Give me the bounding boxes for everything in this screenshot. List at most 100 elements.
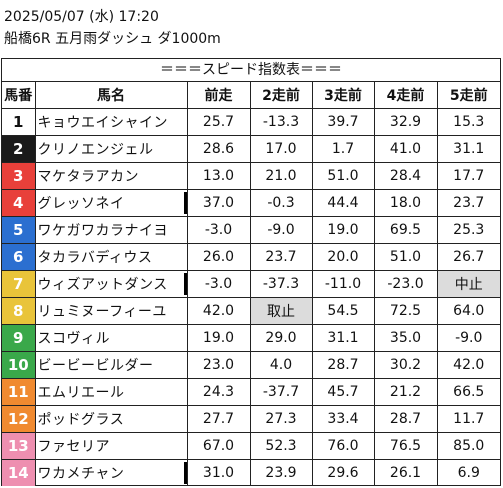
speed-index-cell: 19.0	[311, 215, 375, 244]
horse-name-cell: スコヴィル	[34, 323, 188, 352]
speed-index-cell: 6.9	[436, 458, 500, 486]
speed-index-cell: 29.0	[249, 323, 313, 352]
horse-name-cell: ワケガワカラナイヨ	[34, 215, 188, 244]
speed-index-cell: 69.5	[373, 215, 438, 244]
speed-index-cell: 23.7	[249, 242, 313, 271]
col-header-5-races-ago: 5走前	[436, 82, 500, 109]
speed-index-cell: 取止	[249, 296, 313, 325]
col-header-last-race: 前走	[186, 82, 251, 109]
speed-index-cell: 35.0	[373, 323, 438, 352]
table-row: 9 スコヴィル 19.0 29.0 31.1 35.0 -9.0	[2, 323, 500, 352]
speed-index-cell: 54.5	[311, 296, 375, 325]
speed-index-cell: 19.0	[186, 323, 251, 352]
horse-number-cell: 6	[2, 242, 36, 271]
speed-index-cell: 39.7	[311, 107, 375, 136]
speed-index-cell: 27.7	[186, 404, 251, 433]
table-row: 14 ワカメチャン 31.0 23.9 29.6 26.1 6.9	[2, 458, 500, 486]
speed-index-cell: -37.3	[249, 269, 313, 298]
speed-index-cell: -9.0	[249, 215, 313, 244]
col-header-horse-name: 馬名	[34, 82, 188, 109]
speed-index-cell: 85.0	[436, 431, 500, 460]
speed-index-cell: 33.4	[311, 404, 375, 433]
speed-index-cell: 15.3	[436, 107, 500, 136]
col-header-2-races-ago: 2走前	[249, 82, 313, 109]
section-title: ＝＝＝スピード指数表＝＝＝	[2, 59, 500, 82]
speed-index-cell: 26.1	[373, 458, 438, 486]
speed-index-cell: 51.0	[373, 242, 438, 271]
horse-number-cell: 11	[2, 377, 36, 406]
speed-index-cell: -11.0	[311, 269, 375, 298]
table-row: 13 ファセリア 67.0 52.3 76.0 76.5 85.0	[2, 431, 500, 460]
speed-index-cell: 51.0	[311, 161, 375, 190]
speed-index-cell: 21.2	[373, 377, 438, 406]
speed-index-cell: 42.0	[186, 296, 251, 325]
horse-number-cell: 9	[2, 323, 36, 352]
horse-name-cell: タカラバディウス	[34, 242, 188, 271]
col-header-4-races-ago: 4走前	[373, 82, 438, 109]
speed-index-cell: 25.7	[186, 107, 251, 136]
speed-index-cell: 23.9	[249, 458, 313, 486]
speed-index-cell: 24.3	[186, 377, 251, 406]
speed-index-cell: 4.0	[249, 350, 313, 379]
table-row: 6 タカラバディウス 26.0 23.7 20.0 51.0 26.7	[2, 242, 500, 271]
horse-number-cell: 8	[2, 296, 36, 325]
speed-index-cell: 28.6	[186, 134, 251, 163]
table-row: 10 ビービービルダー 23.0 4.0 28.7 30.2 42.0	[2, 350, 500, 379]
speed-index-cell: 20.0	[311, 242, 375, 271]
horse-name-cell: キョウエイシャイン	[34, 107, 188, 136]
horse-number-cell: 3	[2, 161, 36, 190]
table-header-row: 馬番 馬名 前走 2走前 3走前 4走前 5走前	[2, 82, 500, 109]
speed-index-cell: 66.5	[436, 377, 500, 406]
table-row: 11 エムリエール 24.3 -37.7 45.7 21.2 66.5	[2, 377, 500, 406]
col-header-number: 馬番	[2, 82, 36, 109]
horse-name-cell: マケタラアカン	[34, 161, 188, 190]
speed-index-cell: 1.7	[311, 134, 375, 163]
table-row: 12 ポッドグラス 27.7 27.3 33.4 28.7 11.7	[2, 404, 500, 433]
horse-number-cell: 1	[2, 107, 36, 136]
speed-index-cell: 11.7	[436, 404, 500, 433]
col-header-3-races-ago: 3走前	[311, 82, 375, 109]
speed-index-cell: 17.7	[436, 161, 500, 190]
speed-index-cell: 29.6	[311, 458, 375, 486]
speed-index-cell: 28.7	[373, 404, 438, 433]
speed-index-cell: 42.0	[436, 350, 500, 379]
speed-index-cell: 52.3	[249, 431, 313, 460]
speed-index-cell: 13.0	[186, 161, 251, 190]
horse-number-cell: 13	[2, 431, 36, 460]
speed-index-cell: 32.9	[373, 107, 438, 136]
table-row: 3 マケタラアカン 13.0 21.0 51.0 28.4 17.7	[2, 161, 500, 190]
horse-number-cell: 4	[2, 188, 36, 217]
speed-index-cell: -13.3	[249, 107, 313, 136]
speed-index-cell: 41.0	[373, 134, 438, 163]
race-header: 2025/05/07 (水) 17:20 船橋6R 五月雨ダッシュ ダ1000m	[4, 6, 221, 50]
speed-index-cell: 30.2	[373, 350, 438, 379]
speed-index-cell: -0.3	[249, 188, 313, 217]
speed-index-cell: 64.0	[436, 296, 500, 325]
horse-number-cell: 14	[2, 458, 36, 486]
speed-index-cell: -3.0	[186, 269, 251, 298]
table-row: 2 クリノエンジェル 28.6 17.0 1.7 41.0 31.1	[2, 134, 500, 163]
speed-index-cell: -3.0	[186, 215, 251, 244]
race-title: 船橋6R 五月雨ダッシュ ダ1000m	[4, 31, 221, 47]
speed-index-cell: 17.0	[249, 134, 313, 163]
table-row: 7 ウィズアットダンス -3.0 -37.3 -11.0 -23.0 中止	[2, 269, 500, 298]
horse-name-cell: エムリエール	[34, 377, 188, 406]
speed-index-cell: 26.7	[436, 242, 500, 271]
date-time-label: 2025/05/07 (水) 17:20	[4, 9, 159, 25]
speed-index-cell: 中止	[436, 269, 500, 298]
speed-index-cell: 18.0	[373, 188, 438, 217]
speed-index-cell: 72.5	[373, 296, 438, 325]
speed-index-cell: -23.0	[373, 269, 438, 298]
speed-index-cell: 23.7	[436, 188, 500, 217]
table-row: 8 リュミヌーフィーユ 42.0 取止 54.5 72.5 64.0	[2, 296, 500, 325]
speed-index-cell: 44.4	[311, 188, 375, 217]
speed-index-cell: 31.1	[311, 323, 375, 352]
speed-index-cell: 37.0	[186, 188, 251, 217]
table-row: 5 ワケガワカラナイヨ -3.0 -9.0 19.0 69.5 25.3	[2, 215, 500, 244]
horse-name-cell: クリノエンジェル	[34, 134, 188, 163]
speed-index-cell: 23.0	[186, 350, 251, 379]
speed-index-cell: 28.4	[373, 161, 438, 190]
horse-name-cell: リュミヌーフィーユ	[34, 296, 188, 325]
speed-index-cell: 27.3	[249, 404, 313, 433]
speed-index-cell: 31.1	[436, 134, 500, 163]
